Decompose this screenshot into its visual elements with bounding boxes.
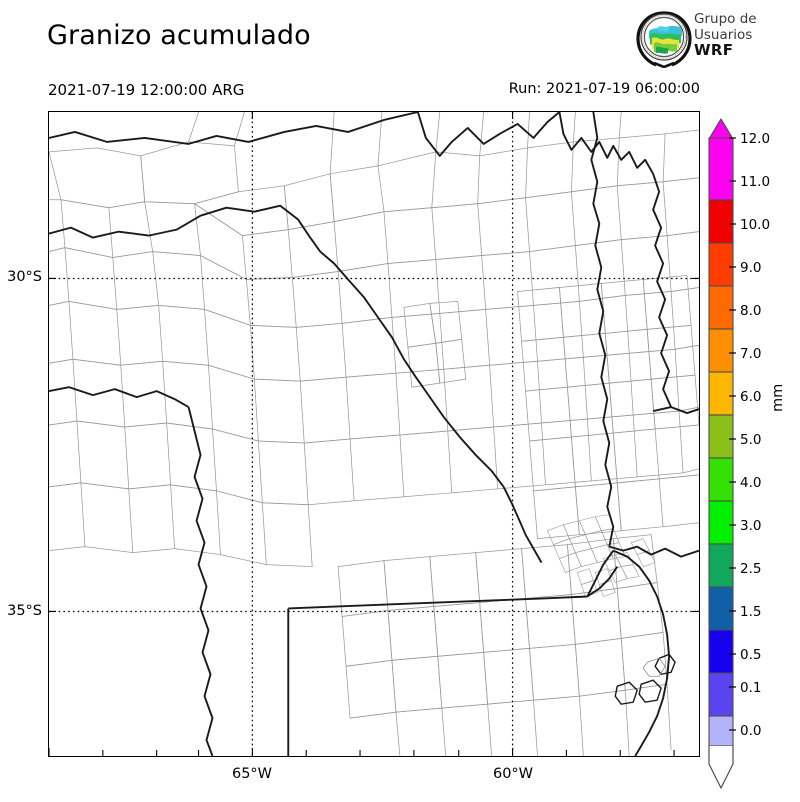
wrf-globe-emblem bbox=[636, 11, 692, 68]
lat-label-35S: 35°S bbox=[7, 603, 42, 619]
colorbar-tick-11: 11.0 bbox=[740, 174, 771, 190]
logo-line-3: WRF bbox=[694, 41, 734, 59]
province-boundaries bbox=[49, 112, 699, 756]
colorbar-tick-0p1: 0.1 bbox=[740, 680, 762, 696]
lon-label-65W: 65°W bbox=[231, 766, 273, 782]
colorbar-tick-7: 7.0 bbox=[740, 346, 762, 362]
lat-label-30S: 30°S bbox=[7, 269, 42, 285]
lon-label-60W: 60°W bbox=[492, 766, 534, 782]
colorbar-tick-2p5: 2.5 bbox=[740, 561, 762, 577]
logo-line-2: Usuarios bbox=[694, 26, 753, 43]
colorbar-tick-8: 8.0 bbox=[740, 303, 762, 319]
colorbar-under-arrow bbox=[708, 746, 734, 789]
wrf-user-group-logo: Grupo de Usuarios WRF bbox=[636, 10, 800, 72]
map-geography-layer bbox=[49, 112, 699, 756]
colorbar-tick-6: 6.0 bbox=[740, 389, 762, 405]
colorbar-bands bbox=[708, 137, 734, 747]
logo-text-block: Grupo de Usuarios WRF bbox=[694, 11, 757, 59]
axis-ticks bbox=[49, 112, 699, 756]
colorbar-tick-10: 10.0 bbox=[740, 217, 771, 233]
colorbar-unit-label: mm bbox=[770, 383, 786, 412]
colorbar-over-arrow bbox=[708, 118, 734, 140]
colorbar[interactable] bbox=[705, 111, 800, 761]
colorbar-tick-1p5: 1.5 bbox=[740, 604, 762, 620]
colorbar-tick-5: 5.0 bbox=[740, 432, 762, 448]
colorbar-tick-0: 0.0 bbox=[740, 723, 762, 739]
water-bodies bbox=[614, 653, 676, 705]
department-boundaries bbox=[49, 112, 699, 756]
colorbar-tick-4: 4.0 bbox=[740, 475, 762, 491]
logo-line-1: Grupo de bbox=[694, 11, 757, 27]
run-time-label: Run: 2021-07-19 06:00:00 bbox=[508, 81, 700, 97]
map-plot-area[interactable] bbox=[48, 111, 700, 757]
valid-time-label: 2021-07-19 12:00:00 ARG bbox=[48, 81, 245, 99]
colorbar-tick-3: 3.0 bbox=[740, 518, 762, 534]
colorbar-tick-12: 12.0 bbox=[740, 131, 771, 147]
colorbar-gradient bbox=[708, 118, 734, 747]
colorbar-tick-0p5: 0.5 bbox=[740, 647, 762, 663]
page-title: Granizo acumulado bbox=[47, 20, 311, 51]
colorbar-tick-9: 9.0 bbox=[740, 260, 762, 276]
gridlines bbox=[49, 112, 699, 756]
